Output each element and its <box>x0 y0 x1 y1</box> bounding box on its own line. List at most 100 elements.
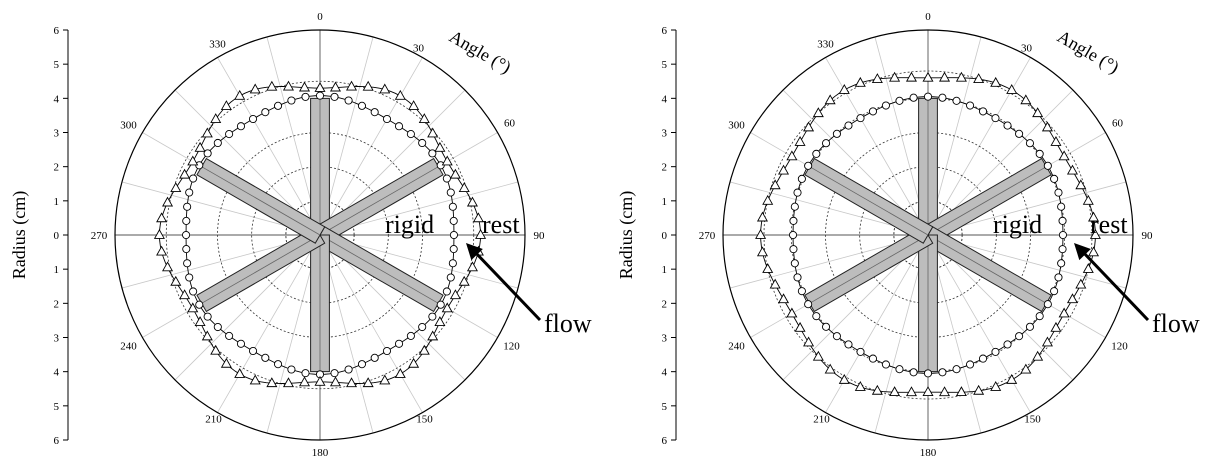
triangle-marker <box>458 275 470 286</box>
triangle-marker <box>394 89 406 100</box>
circle-marker <box>287 96 296 105</box>
circle-marker <box>195 300 204 309</box>
radius-tick-label: 4 <box>54 93 60 105</box>
circle-marker <box>788 230 798 240</box>
triangle-marker <box>394 368 406 378</box>
triangle-marker <box>329 81 342 92</box>
triangle-marker <box>234 89 246 100</box>
radius-tick-label: 5 <box>54 401 60 413</box>
angle-tick-label: 30 <box>413 42 425 54</box>
radius-tick-label: 5 <box>54 59 60 71</box>
flow-arrow-head <box>1074 243 1091 261</box>
triangle-marker <box>854 76 866 87</box>
triangle-marker <box>854 381 866 391</box>
circle-marker <box>449 230 458 240</box>
triangle-marker <box>990 381 1002 391</box>
radius-tick-label: 0 <box>54 230 60 242</box>
radius-tick-label: 1 <box>662 264 668 276</box>
circle-marker <box>978 107 988 116</box>
circle-marker <box>183 259 192 268</box>
circle-marker <box>357 101 367 110</box>
triangle-marker <box>1041 121 1053 132</box>
circle-marker <box>442 287 451 296</box>
triangle-marker <box>379 374 391 385</box>
triangle-marker <box>1041 336 1053 347</box>
triangle-marker <box>329 376 342 387</box>
triangle-marker <box>973 384 985 395</box>
circle-marker <box>315 91 325 100</box>
triangle-marker <box>871 73 883 83</box>
triangle-marker <box>220 100 232 110</box>
blade-axis <box>201 166 321 236</box>
triangle-marker <box>427 330 439 341</box>
circle-marker <box>182 230 191 240</box>
triangle-marker <box>194 316 206 326</box>
circle-marker <box>1054 273 1063 282</box>
triangle-marker <box>153 228 165 239</box>
angle-tick-label: 210 <box>813 414 830 426</box>
angle-tick-label: 60 <box>1112 118 1124 130</box>
circle-marker <box>236 339 246 348</box>
radius-tick-label: 2 <box>662 298 668 310</box>
triangle-marker <box>778 164 790 175</box>
triangle-marker <box>314 375 326 386</box>
circle-marker <box>789 245 798 254</box>
triangle-marker <box>955 71 967 82</box>
radius-tick-label: 6 <box>662 25 668 37</box>
circle-marker <box>1035 149 1044 158</box>
triangle-marker <box>889 71 901 82</box>
angle-tick-label: 120 <box>1111 341 1128 353</box>
triangle-marker <box>939 386 951 397</box>
circle-marker <box>938 93 947 102</box>
circle-marker <box>797 174 806 183</box>
triangle-marker <box>1050 321 1062 332</box>
triangle-marker <box>1082 194 1094 205</box>
triangle-marker <box>408 357 420 368</box>
triangle-marker <box>314 82 326 92</box>
circle-marker <box>301 92 310 101</box>
blade-axis <box>809 234 929 304</box>
circle-marker <box>832 129 841 138</box>
angle-tick-label: 330 <box>817 38 834 50</box>
triangle-marker <box>449 289 461 300</box>
blade-axis <box>319 166 439 236</box>
circle-marker <box>881 360 890 369</box>
triangle-marker <box>922 71 934 82</box>
outer-circle <box>722 29 1134 441</box>
triangle-marker <box>922 386 934 397</box>
triangle-marker <box>803 121 815 132</box>
radius-gridline <box>763 70 1093 400</box>
triangle-marker <box>441 155 453 166</box>
circle-marker <box>183 202 192 211</box>
circle-marker <box>330 92 339 101</box>
circle-marker <box>394 122 404 131</box>
triangle-marker <box>162 196 174 207</box>
triangle-marker <box>786 307 798 318</box>
circle-marker <box>1058 216 1067 225</box>
flow-arrow-head <box>466 243 483 261</box>
radius-tick-label: 4 <box>662 93 668 105</box>
angle-tick-label: 180 <box>920 447 937 459</box>
triangle-marker <box>889 386 901 397</box>
circle-marker <box>248 114 258 124</box>
circle-marker <box>418 138 427 148</box>
triangle-marker <box>1075 179 1087 190</box>
radius-tick-label: 3 <box>662 128 668 140</box>
triangle-marker <box>162 261 174 272</box>
triangle-marker <box>194 141 206 152</box>
triangle-marker <box>955 386 967 397</box>
circle-marker <box>991 347 1000 356</box>
triangle-marker <box>1006 83 1018 94</box>
radius-tick-label: 6 <box>662 435 668 447</box>
rest-label: rest <box>482 210 520 239</box>
circle-marker <box>895 365 904 374</box>
angle-tick-label: 30 <box>1021 42 1033 54</box>
flow-arrow-shaft <box>472 249 542 322</box>
triangle-marker <box>824 363 836 374</box>
triangle-marker <box>249 374 261 385</box>
triangle-marker <box>1020 363 1032 374</box>
circle-marker <box>446 273 455 282</box>
circle-marker <box>1003 340 1012 349</box>
triangle-marker <box>298 376 311 387</box>
